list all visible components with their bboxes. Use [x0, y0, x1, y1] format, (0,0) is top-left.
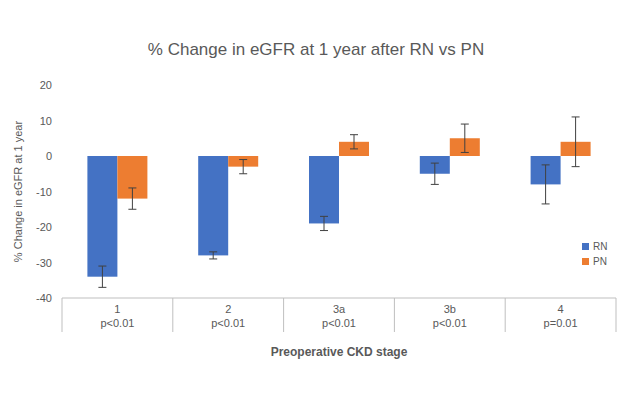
title: % Change in eGFR at 1 year after RN vs P…	[148, 40, 484, 59]
error-cap	[209, 258, 217, 259]
y-tick	[56, 191, 60, 192]
error-cap	[542, 164, 550, 165]
legend-label: PN	[593, 256, 607, 267]
p-value: p<0.01	[433, 317, 467, 329]
error-stem	[464, 124, 465, 152]
error-cap	[431, 184, 439, 185]
y-tick-label: 0	[46, 150, 52, 162]
error-cap	[320, 216, 328, 217]
y-tick-label: -40	[36, 292, 52, 304]
x-tick-label: 1	[114, 303, 120, 315]
error-cap	[98, 266, 106, 267]
x-category-divider	[616, 298, 617, 332]
error-bar	[431, 163, 439, 184]
y-tick	[56, 85, 60, 86]
error-cap	[461, 152, 469, 153]
chart: % Change in eGFR at 1 year after RN vs P…	[0, 0, 632, 400]
x-category-divider	[172, 298, 173, 332]
p-value: p<0.01	[100, 317, 134, 329]
x-category-divider	[62, 298, 63, 332]
error-bar	[98, 266, 106, 287]
legend-swatch	[582, 258, 589, 265]
x-axis-label: Preoperative CKD stage	[271, 345, 408, 359]
error-cap	[128, 209, 136, 210]
x-category-divider	[283, 298, 284, 332]
x-tick-label: 3b	[444, 303, 456, 315]
y-tick	[56, 298, 60, 299]
error-bar	[239, 160, 247, 174]
error-cap	[239, 159, 247, 160]
error-stem	[243, 160, 244, 174]
error-cap	[209, 251, 217, 252]
error-stem	[545, 165, 546, 204]
y-tick	[56, 227, 60, 228]
error-cap	[350, 148, 358, 149]
y-tick-label: -30	[36, 257, 52, 269]
x-axis-line	[62, 298, 616, 299]
error-stem	[324, 216, 325, 230]
bar	[309, 156, 339, 223]
error-cap	[572, 166, 580, 167]
error-cap	[98, 287, 106, 288]
x-category-divider	[394, 298, 395, 332]
error-stem	[102, 266, 103, 287]
x-tick-label: 2	[225, 303, 231, 315]
y-axis-label: % Change in eGFR at 1 year	[12, 121, 24, 263]
y-tick	[56, 262, 60, 263]
p-value: p<0.01	[211, 317, 245, 329]
y-tick-label: 10	[40, 115, 52, 127]
error-bar	[320, 216, 328, 230]
y-tick-label: 20	[40, 79, 52, 91]
error-bar	[461, 124, 469, 152]
y-tick	[56, 156, 60, 157]
error-stem	[575, 117, 576, 167]
error-bar	[350, 135, 358, 149]
legend-swatch	[582, 243, 589, 250]
error-cap	[350, 134, 358, 135]
bar	[87, 156, 117, 277]
error-bar	[128, 188, 136, 209]
error-cap	[542, 203, 550, 204]
bar	[198, 156, 228, 255]
error-cap	[461, 124, 469, 125]
y-tick	[56, 120, 60, 121]
error-stem	[354, 135, 355, 149]
p-value: p=0.01	[544, 317, 578, 329]
error-bar	[542, 165, 550, 204]
error-cap	[572, 116, 580, 117]
error-stem	[213, 252, 214, 259]
error-bar	[209, 252, 217, 259]
p-value: p<0.01	[322, 317, 356, 329]
error-stem	[132, 188, 133, 209]
y-tick-label: -10	[36, 186, 52, 198]
plot-area	[87, 117, 590, 287]
error-cap	[431, 163, 439, 164]
error-cap	[320, 230, 328, 231]
error-bar	[572, 117, 580, 167]
x-category-divider	[505, 298, 506, 332]
y-tick-label: -20	[36, 221, 52, 233]
error-cap	[239, 173, 247, 174]
x-tick-label: 4	[558, 303, 564, 315]
error-cap	[128, 187, 136, 188]
legend-label: RN	[593, 241, 607, 252]
error-stem	[434, 163, 435, 184]
x-tick-label: 3a	[333, 303, 346, 315]
